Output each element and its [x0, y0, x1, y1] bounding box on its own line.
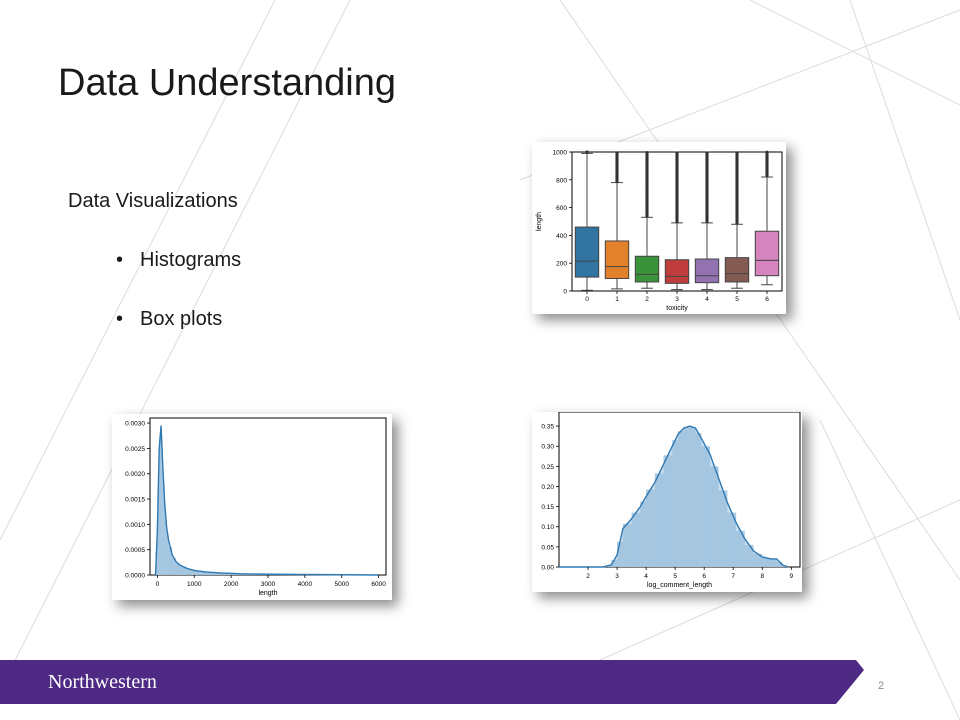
distribution-area — [559, 426, 789, 567]
y-tick-label: 0.05 — [541, 544, 554, 551]
y-tick-label: 600 — [556, 205, 567, 212]
box-category-2 — [634, 150, 660, 289]
y-tick-label: 0.0010 — [125, 522, 145, 529]
x-tick-label: 6 — [765, 296, 769, 303]
x-tick-label: 4000 — [298, 581, 313, 588]
x-tick-label: 0 — [585, 296, 589, 303]
y-tick-label: 0.30 — [541, 444, 554, 451]
x-tick-label: 5 — [673, 573, 677, 580]
y-tick-label: 0.0020 — [125, 471, 145, 478]
x-tick-label: 3 — [675, 296, 679, 303]
y-tick-label: 0.25 — [541, 464, 554, 471]
box-category-3 — [664, 151, 690, 291]
bullet-item: • Histograms — [116, 249, 241, 272]
box-category-6 — [754, 150, 780, 286]
outlier-point — [615, 151, 619, 155]
length-histogram-chart: 0.0000 0.0005 0.0010 0.0015 0.0020 0.0025 0.00… — [112, 414, 392, 600]
bullet-text: Box plots — [140, 308, 223, 330]
x-tick-label: 5 — [735, 296, 739, 303]
x-axis-label: length — [258, 590, 277, 597]
x-tick-label: 1000 — [187, 581, 202, 588]
kde-line — [559, 425, 789, 568]
box-iqr — [694, 258, 720, 284]
y-tick-label: 200 — [556, 261, 567, 268]
outlier-point — [765, 150, 769, 154]
y-tick-label: 0.35 — [541, 424, 554, 431]
x-tick-label: 1 — [615, 296, 619, 303]
x-tick-label: 3 — [615, 573, 619, 580]
x-tick-label: 4 — [705, 296, 709, 303]
x-tick-label: 7 — [731, 573, 735, 580]
plot-area — [149, 417, 387, 576]
box-category-0 — [574, 150, 600, 291]
x-axis-label: toxicity — [666, 305, 688, 312]
y-tick-label: 0.00 — [541, 565, 554, 572]
footer-band — [0, 660, 864, 704]
x-tick-label: 3000 — [261, 581, 276, 588]
outlier-point — [585, 150, 589, 154]
y-tick-label: 0.0000 — [125, 573, 145, 580]
x-tick-label: 4 — [644, 573, 648, 580]
outlier-point — [645, 150, 649, 155]
y-tick-label: 0.0025 — [125, 446, 145, 453]
x-tick-label: 6 — [702, 573, 706, 580]
y-tick-label: 0.0015 — [125, 497, 145, 504]
box-iqr — [754, 230, 780, 277]
outlier-point — [675, 151, 679, 155]
y-axis-label: length — [536, 212, 543, 231]
outlier-point — [735, 151, 739, 155]
x-tick-label: 5000 — [335, 581, 350, 588]
page-number: 2 — [878, 680, 885, 692]
y-tick-label: 0.15 — [541, 504, 554, 511]
box-iqr — [634, 255, 660, 283]
kde-line — [154, 425, 379, 576]
y-tick-label: 800 — [556, 177, 567, 184]
bullet-text: Histograms — [140, 249, 242, 271]
x-tick-label: 8 — [760, 573, 764, 580]
x-axis-label: log_comment_length — [647, 582, 712, 589]
box-iqr — [604, 240, 630, 279]
box-iqr — [664, 259, 690, 284]
x-tick-label: 2 — [586, 573, 590, 580]
x-tick-label: 6000 — [371, 581, 386, 588]
y-tick-label: 0.20 — [541, 484, 554, 491]
y-tick-label: 1000 — [553, 150, 568, 157]
y-tick-label: 0.0030 — [125, 421, 145, 428]
section-subtitle: Data Visualizations — [68, 190, 238, 212]
outlier-point — [705, 151, 709, 155]
box-category-1 — [604, 151, 630, 290]
bullet-item: • Box plots — [116, 308, 222, 331]
box-category-4 — [694, 151, 720, 291]
y-tick-label: 0 — [563, 289, 567, 296]
y-tick-label: 400 — [556, 233, 567, 240]
x-tick-label: 0 — [156, 581, 160, 588]
northwestern-logo: Northwestern — [48, 671, 157, 693]
box-iqr — [724, 257, 750, 283]
x-tick-label: 9 — [789, 573, 793, 580]
log-length-histogram-chart: 0.00 0.05 0.10 0.15 0.20 0.25 0.30 0.35 2 3 4 5 6 7 8 9… — [532, 412, 802, 592]
x-tick-label: 2000 — [224, 581, 239, 588]
box-iqr — [574, 226, 600, 278]
y-tick-label: 0.0005 — [125, 547, 145, 554]
boxplot-chart: 0 200 400 600 800 1000 0 1 2 3 4 5 6 toxicity length — [532, 142, 786, 314]
bullet-dot-icon: • — [116, 308, 124, 330]
bullet-dot-icon: • — [116, 249, 124, 271]
x-tick-label: 2 — [645, 296, 649, 303]
y-tick-label: 0.10 — [541, 524, 554, 531]
slide-title: Data Understanding — [58, 62, 396, 104]
box-category-5 — [724, 151, 750, 289]
